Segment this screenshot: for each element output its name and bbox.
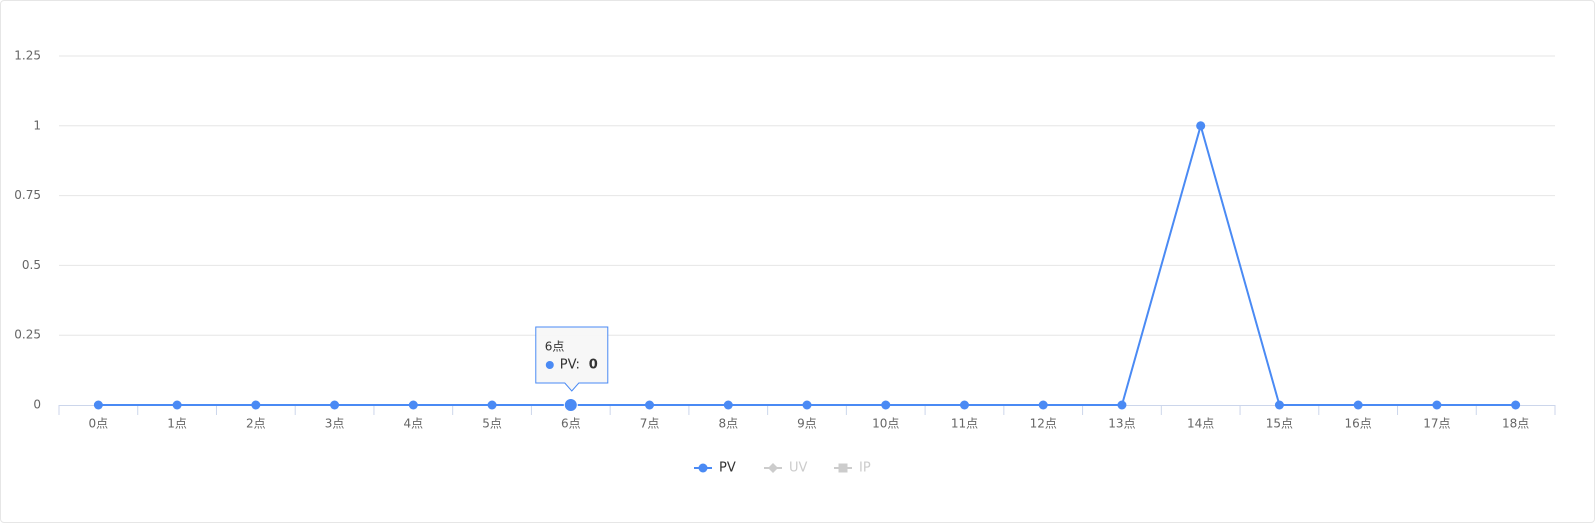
x-tick-label: 14点 (1187, 417, 1214, 431)
x-tick-label: 8点 (718, 417, 738, 431)
point (1353, 400, 1363, 410)
point (959, 400, 969, 410)
legend-label[interactable]: PV (719, 461, 736, 476)
tooltip-label: PV: (560, 358, 580, 373)
tooltip-marker (545, 361, 554, 369)
point (251, 400, 261, 410)
point (172, 400, 182, 410)
tooltip-box (535, 326, 609, 392)
point (1274, 400, 1284, 410)
point (1117, 400, 1127, 410)
point (408, 400, 418, 410)
tooltip-title: 6点 (545, 340, 565, 354)
legend-label[interactable]: IP (859, 461, 871, 476)
x-tick-label: 5点 (482, 417, 502, 431)
hover-point (563, 398, 578, 412)
y-tick-label: 0.5 (22, 258, 41, 272)
x-tick-label: 11点 (951, 417, 978, 431)
y-tick-label: 0.75 (14, 188, 41, 202)
point (1196, 121, 1206, 131)
x-tick-label: 13点 (1108, 417, 1135, 431)
x-tick-label: 18点 (1502, 417, 1529, 431)
legend-symbol (838, 463, 848, 473)
point (330, 400, 340, 410)
x-tick-label: 0点 (89, 417, 109, 431)
y-tick-label: 0 (33, 398, 41, 412)
y-tick-label: 1 (33, 118, 41, 132)
legend-label[interactable]: UV (789, 461, 808, 476)
point (1511, 400, 1521, 410)
x-tick-label: 6点 (561, 417, 581, 431)
point (802, 400, 812, 410)
tooltip-value: 0 (589, 358, 598, 373)
legend-symbol (768, 463, 778, 473)
y-tick-label: 1.25 (14, 49, 41, 63)
point (1432, 400, 1442, 410)
x-tick-label: 2点 (246, 417, 266, 431)
point (645, 400, 655, 410)
legend-symbol (698, 463, 708, 473)
x-tick-label: 10点 (872, 417, 899, 431)
point (93, 400, 103, 410)
point (881, 400, 891, 410)
x-tick-label: 9点 (797, 417, 817, 431)
x-tick-label: 1点 (167, 417, 187, 431)
x-tick-label: 12点 (1030, 417, 1057, 431)
x-tick-label: 3点 (325, 417, 345, 431)
x-tick-label: 17点 (1423, 417, 1450, 431)
x-tick-label: 15点 (1266, 417, 1293, 431)
x-tick-label: 7点 (640, 417, 660, 431)
point (1038, 400, 1048, 410)
point (487, 400, 497, 410)
x-tick-label: 16点 (1345, 417, 1372, 431)
y-tick-label: 0.25 (14, 328, 41, 342)
x-tick-label: 4点 (403, 417, 423, 431)
point (723, 400, 733, 410)
